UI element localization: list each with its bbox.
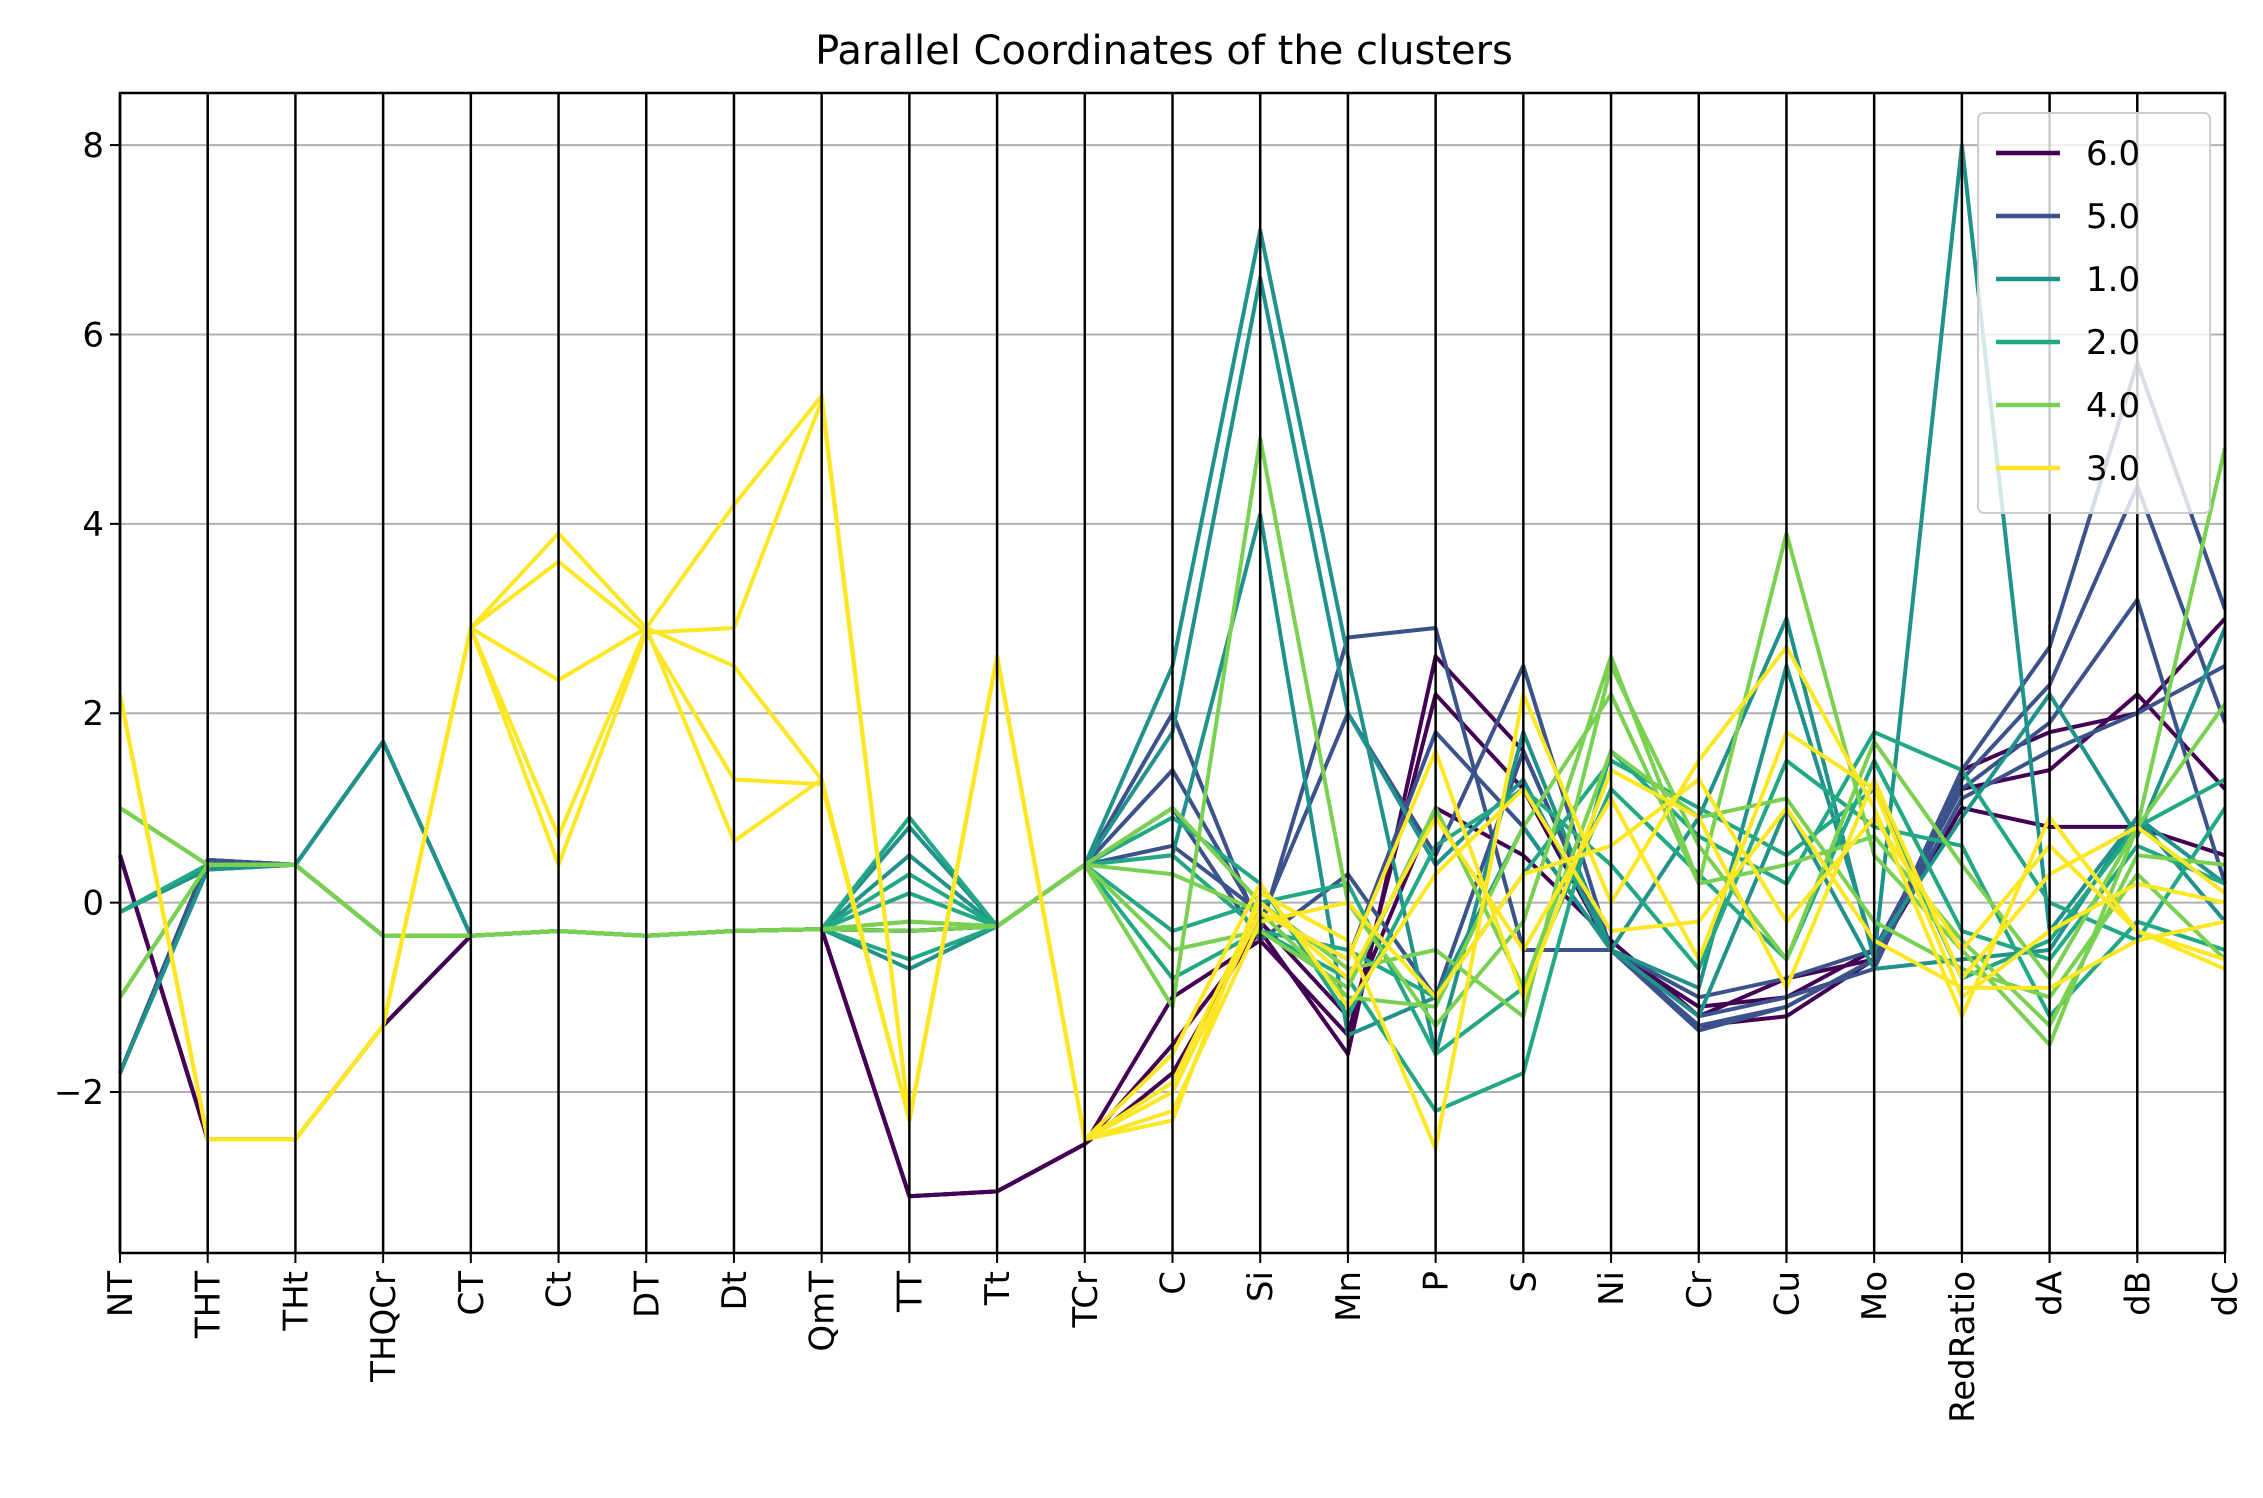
x-tick-label: THQCr	[364, 1271, 404, 1383]
x-tick-label: NT	[101, 1271, 141, 1317]
x-tick-label: TCr	[1066, 1271, 1106, 1329]
legend-label: 5.0	[2086, 197, 2140, 237]
y-tick-label: 8	[82, 126, 104, 166]
x-tick-label: TT	[890, 1271, 930, 1313]
vertical-axes	[118, 93, 2227, 1253]
legend-label: 1.0	[2086, 260, 2140, 300]
legend-label: 3.0	[2086, 449, 2140, 489]
y-tick-label: 6	[82, 315, 104, 355]
x-tick-label: RedRatio	[1943, 1271, 1983, 1423]
y-tick-labels: −2 0 2 4 6 8	[54, 126, 120, 1113]
x-tick-label: Cu	[1767, 1271, 1807, 1316]
y-tick-label: 2	[82, 694, 104, 734]
legend-label: 2.0	[2086, 323, 2140, 363]
legend-label: 6.0	[2086, 134, 2140, 174]
y-tick-label: 0	[82, 884, 104, 924]
x-tick-label: QmT	[803, 1271, 843, 1352]
legend: 6.0 5.0 1.0 2.0 4.0 3.0	[1977, 112, 2211, 514]
legend-box	[1977, 112, 2211, 514]
chart-title: Parallel Coordinates of the clusters	[815, 28, 1513, 74]
x-tick-label: P	[1417, 1271, 1457, 1292]
y-tick-label: −2	[54, 1073, 104, 1113]
x-tick-label: DT	[627, 1271, 667, 1318]
x-tick-label: dC	[2206, 1271, 2246, 1316]
x-tick-label: Ni	[1592, 1271, 1632, 1306]
x-tick-label: THT	[189, 1271, 229, 1339]
x-tick-label: CT	[452, 1271, 492, 1316]
x-tick-label: Dt	[715, 1271, 755, 1311]
x-tick-label: C	[1154, 1271, 1194, 1295]
x-tick-label: Cr	[1680, 1271, 1720, 1309]
legend-label: 4.0	[2086, 386, 2140, 426]
x-tick-label: Si	[1241, 1271, 1281, 1302]
x-tick-labels: NT THT THt THQCr CT Ct DT Dt QmT TT Tt TCr C Si Mn P S Ni…	[101, 1253, 2246, 1423]
x-tick-label: dB	[2118, 1271, 2158, 1316]
x-tick-label: S	[1504, 1271, 1544, 1293]
x-tick-label: Ct	[540, 1271, 580, 1308]
x-tick-label: Mn	[1329, 1271, 1369, 1322]
x-tick-label: THt	[276, 1271, 316, 1332]
x-tick-label: Mo	[1855, 1271, 1895, 1321]
y-tick-label: 4	[82, 505, 104, 545]
x-tick-label: Tt	[978, 1271, 1018, 1306]
x-tick-label: dA	[2031, 1271, 2071, 1316]
